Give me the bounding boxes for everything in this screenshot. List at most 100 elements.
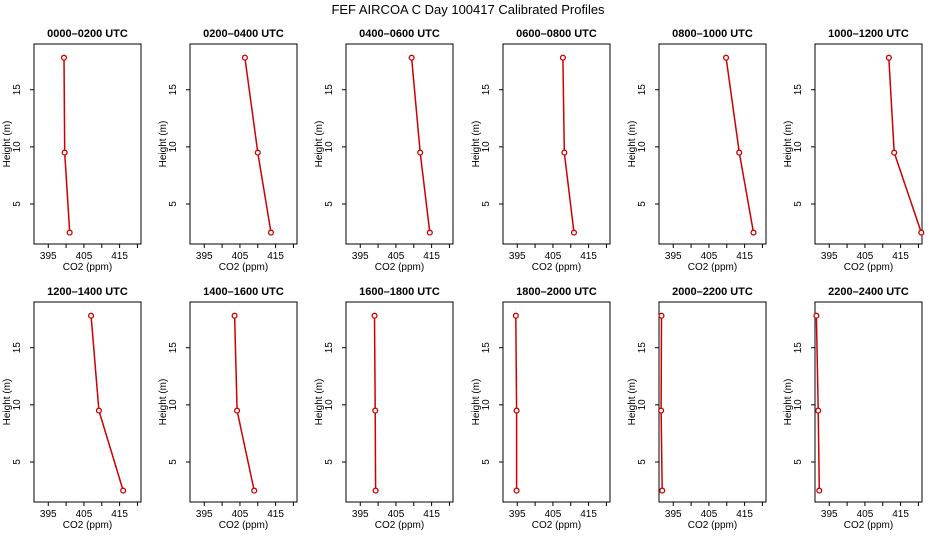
data-point — [372, 407, 379, 414]
x-tick-label: 395 — [821, 251, 838, 262]
data-point — [658, 407, 665, 414]
x-tick-label: 415 — [267, 509, 284, 520]
data-point — [417, 149, 424, 156]
data-point — [231, 312, 238, 319]
y-tick-label: 10 — [168, 399, 179, 411]
data-point — [241, 54, 248, 61]
y-axis-label: Height (m) — [627, 379, 638, 426]
panel-title: 0000–0200 UTC — [47, 28, 128, 40]
y-tick-label: 5 — [637, 459, 648, 465]
y-tick-label: 10 — [168, 141, 179, 153]
y-tick-label: 10 — [637, 141, 648, 153]
y-tick-label: 5 — [168, 201, 179, 207]
y-tick-label: 15 — [168, 342, 179, 354]
panel-title: 0800–1000 UTC — [672, 28, 753, 40]
profile-line — [63, 57, 71, 233]
y-axis-label: Height (m) — [783, 121, 794, 168]
x-tick-label: 415 — [580, 509, 597, 520]
y-tick-label: 10 — [324, 399, 335, 411]
y-tick-label: 10 — [12, 399, 23, 411]
y-tick-label: 5 — [324, 459, 335, 465]
panel-frame — [814, 301, 923, 503]
data-point — [371, 312, 378, 319]
data-point — [559, 54, 566, 61]
y-tick-label: 15 — [324, 84, 335, 96]
x-axis-label: CO2 (ppm) — [219, 520, 268, 531]
x-tick-label: 395 — [509, 509, 526, 520]
data-point — [512, 312, 519, 319]
x-axis-label: CO2 (ppm) — [688, 262, 737, 273]
panel-title: 1000–1200 UTC — [828, 28, 909, 40]
x-tick-label: 415 — [580, 251, 597, 262]
x-axis-label: CO2 (ppm) — [375, 520, 424, 531]
y-tick-label: 15 — [324, 342, 335, 354]
profile-line — [888, 57, 923, 233]
profile-line — [815, 315, 821, 491]
profile-line — [562, 57, 575, 233]
x-tick-label: 405 — [388, 251, 405, 262]
data-point — [658, 312, 665, 319]
x-tick-label: 415 — [267, 251, 284, 262]
y-tick-label: 5 — [637, 201, 648, 207]
x-axis-label: CO2 (ppm) — [219, 262, 268, 273]
x-tick-label: 395 — [352, 251, 369, 262]
y-tick-label: 5 — [12, 201, 23, 207]
x-axis-label: CO2 (ppm) — [532, 262, 581, 273]
y-tick-label: 10 — [481, 141, 492, 153]
data-point — [723, 54, 730, 61]
y-tick-label: 5 — [168, 459, 179, 465]
panel-title: 1600–1800 UTC — [359, 286, 440, 298]
x-tick-label: 395 — [196, 509, 213, 520]
data-point — [918, 229, 925, 236]
x-tick-label: 395 — [821, 509, 838, 520]
y-tick-label: 10 — [793, 399, 804, 411]
y-axis-label: Height (m) — [158, 121, 169, 168]
x-tick-label: 405 — [232, 509, 249, 520]
x-axis-label: CO2 (ppm) — [532, 520, 581, 531]
x-axis-label: CO2 (ppm) — [375, 262, 424, 273]
y-tick-label: 5 — [793, 201, 804, 207]
panel-frame — [502, 43, 611, 245]
data-point — [815, 407, 822, 414]
y-axis-label: Height (m) — [783, 379, 794, 426]
data-point — [254, 149, 261, 156]
x-tick-label: 405 — [701, 251, 718, 262]
panel-title: 2000–2200 UTC — [672, 286, 753, 298]
x-tick-label: 415 — [111, 509, 128, 520]
data-point — [267, 229, 275, 236]
y-tick-label: 5 — [324, 201, 335, 207]
data-point — [813, 312, 820, 319]
y-tick-label: 10 — [324, 141, 335, 153]
y-tick-label: 5 — [481, 201, 492, 207]
data-point — [885, 54, 892, 61]
panel-frame — [814, 43, 923, 245]
y-axis-label: Height (m) — [314, 121, 325, 168]
panel-frame — [345, 301, 454, 503]
x-tick-label: 415 — [111, 251, 128, 262]
x-tick-label: 405 — [701, 509, 718, 520]
panel-frame — [502, 301, 611, 503]
x-tick-label: 395 — [40, 509, 57, 520]
y-tick-label: 15 — [637, 342, 648, 354]
x-tick-label: 405 — [76, 251, 93, 262]
data-point — [88, 312, 95, 319]
panel-title: 0400–0600 UTC — [359, 28, 440, 40]
x-tick-label: 415 — [892, 251, 909, 262]
y-axis-label: Height (m) — [627, 121, 638, 168]
panel-frame — [189, 43, 298, 245]
data-point — [513, 407, 520, 414]
x-tick-label: 415 — [423, 251, 440, 262]
data-point — [372, 487, 379, 494]
data-point — [95, 407, 102, 414]
x-tick-label: 415 — [423, 509, 440, 520]
y-axis-label: Height (m) — [2, 379, 13, 426]
y-axis-label: Height (m) — [158, 379, 169, 426]
y-axis-label: Height (m) — [471, 121, 482, 168]
data-point — [61, 149, 68, 156]
x-tick-label: 395 — [665, 251, 682, 262]
y-tick-label: 10 — [793, 141, 804, 153]
y-tick-label: 15 — [12, 342, 23, 354]
data-point — [891, 149, 898, 156]
y-tick-label: 5 — [12, 459, 23, 465]
panel-frame — [658, 43, 767, 245]
